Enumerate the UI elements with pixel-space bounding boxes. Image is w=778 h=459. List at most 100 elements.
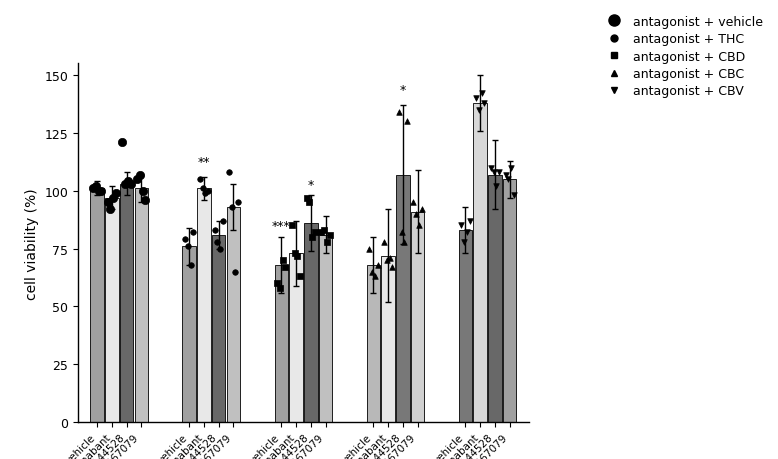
Point <box>209 227 221 234</box>
Point <box>116 139 128 146</box>
Point <box>89 183 102 190</box>
Point <box>395 229 408 236</box>
Point <box>294 273 307 280</box>
Point <box>231 199 244 207</box>
Point <box>478 100 491 107</box>
Point <box>214 246 226 253</box>
Point <box>289 250 301 257</box>
Point <box>472 107 485 114</box>
Point <box>184 262 197 269</box>
Point <box>139 197 152 204</box>
Point <box>216 218 229 225</box>
Bar <box>90 189 104 422</box>
Point <box>309 229 321 236</box>
Point <box>369 273 381 280</box>
Point <box>122 179 135 186</box>
Point <box>384 255 396 262</box>
Point <box>286 222 298 230</box>
Point <box>110 190 122 197</box>
Bar <box>366 265 380 422</box>
Point <box>187 229 200 236</box>
Text: *: * <box>400 84 406 96</box>
Point <box>475 90 488 98</box>
Point <box>371 262 384 269</box>
Y-axis label: cell viability (%): cell viability (%) <box>25 188 39 299</box>
Bar <box>474 104 487 422</box>
Point <box>95 188 107 195</box>
Bar <box>289 254 303 422</box>
Bar <box>135 189 148 422</box>
Point <box>303 199 316 207</box>
Point <box>202 188 214 195</box>
Bar <box>411 212 424 422</box>
Point <box>93 188 105 195</box>
Point <box>306 234 318 241</box>
Bar <box>304 224 317 422</box>
Point <box>455 222 468 230</box>
Bar <box>226 207 240 422</box>
Point <box>291 252 303 260</box>
Point <box>101 199 114 207</box>
Point <box>271 280 283 287</box>
Point <box>398 238 411 246</box>
Point <box>502 176 514 184</box>
Point <box>136 188 149 195</box>
Text: ***: *** <box>272 220 291 233</box>
Point <box>461 229 473 236</box>
Point <box>470 95 482 102</box>
Point <box>87 185 100 193</box>
Bar <box>319 235 332 422</box>
Point <box>274 285 286 292</box>
Bar <box>120 185 133 422</box>
Point <box>179 236 191 243</box>
Point <box>223 169 236 177</box>
Point <box>321 238 333 246</box>
Bar <box>105 198 119 422</box>
Point <box>378 238 391 246</box>
Point <box>134 172 146 179</box>
Point <box>279 264 292 271</box>
Point <box>487 169 499 177</box>
Bar <box>396 175 410 422</box>
Bar <box>488 175 502 422</box>
Point <box>413 222 426 230</box>
Point <box>196 185 209 193</box>
Point <box>363 246 376 253</box>
Point <box>124 181 137 188</box>
Point <box>386 264 398 271</box>
Text: **: ** <box>198 155 210 168</box>
Point <box>393 109 405 117</box>
Bar <box>459 230 472 422</box>
Bar <box>503 180 517 422</box>
Point <box>300 195 313 202</box>
Bar <box>212 235 226 422</box>
Point <box>458 238 471 246</box>
Point <box>226 204 238 211</box>
Point <box>499 172 512 179</box>
Point <box>505 164 517 172</box>
Point <box>107 195 120 202</box>
Point <box>199 190 212 197</box>
Point <box>410 211 422 218</box>
Point <box>490 183 503 190</box>
Point <box>401 118 413 126</box>
Point <box>366 269 378 276</box>
Point <box>415 206 428 213</box>
Point <box>407 199 419 207</box>
Point <box>464 218 476 225</box>
Bar <box>275 265 288 422</box>
Point <box>119 181 131 188</box>
Point <box>104 206 117 213</box>
Point <box>493 169 506 177</box>
Point <box>229 269 241 276</box>
Text: *: * <box>307 179 314 191</box>
Point <box>194 176 206 184</box>
Bar <box>197 189 211 422</box>
Bar <box>183 247 196 422</box>
Legend: antagonist + vehicle, antagonist + THC, antagonist + CBD, antagonist + CBC, anta: antagonist + vehicle, antagonist + THC, … <box>597 11 768 103</box>
Bar <box>381 256 395 422</box>
Point <box>276 257 289 264</box>
Point <box>181 243 194 251</box>
Point <box>380 257 393 264</box>
Point <box>131 176 143 184</box>
